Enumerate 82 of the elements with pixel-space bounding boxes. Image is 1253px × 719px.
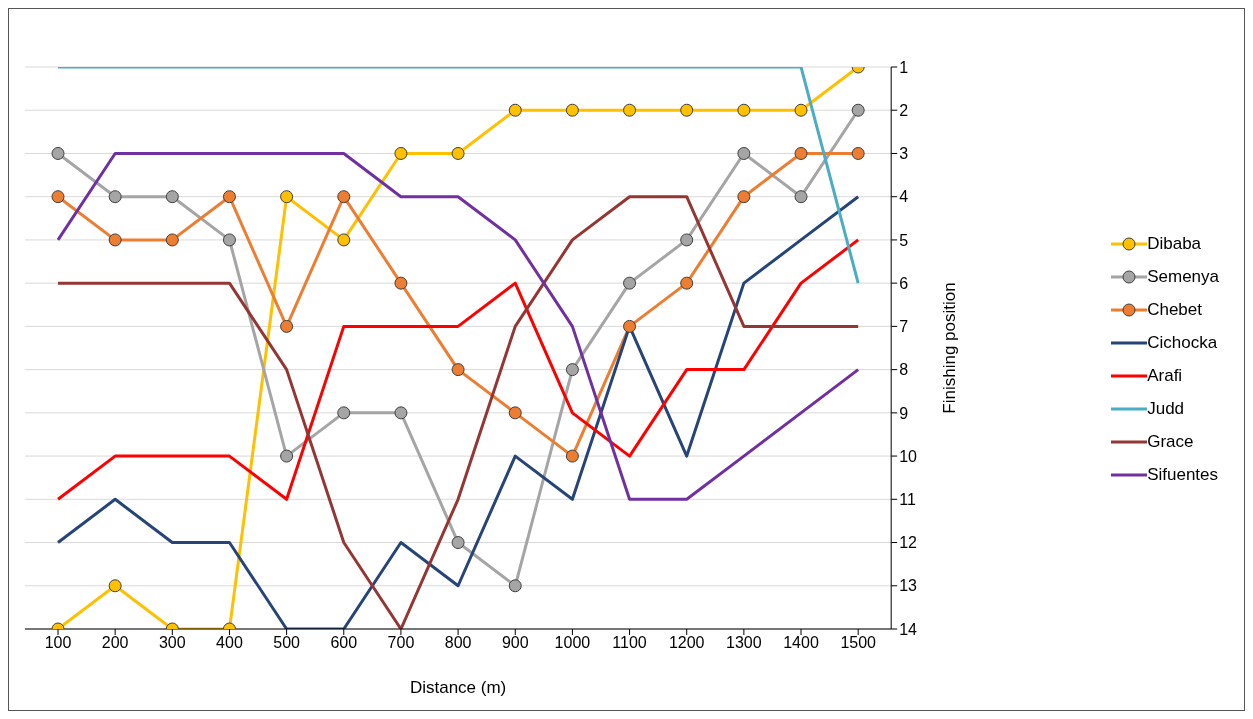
y-axis-title: Finishing position [940,282,960,414]
point [222,190,236,204]
x-tick-label: 900 [501,634,529,652]
point [680,276,694,290]
point [108,579,122,593]
y-tick-label: 6 [899,274,909,292]
point [851,146,865,160]
point [222,233,236,247]
point [51,146,65,160]
y-tick-label: 9 [899,404,909,422]
point [565,103,579,117]
legend-label: Dibaba [1147,233,1202,254]
legend-label: Judd [1147,398,1185,419]
x-tick-label: 1000 [554,634,591,652]
y-tick-label: 2 [899,101,909,119]
y-tick-label: 5 [899,231,909,249]
point [337,190,351,204]
y-tick-label: 13 [899,577,918,595]
x-tick-label: 300 [158,634,186,652]
point [165,190,179,204]
point [794,103,808,117]
y-tick-label: 3 [899,145,909,163]
point [108,233,122,247]
point [108,190,122,204]
point [794,146,808,160]
x-axis-title: Distance (m) [409,678,507,697]
legend-label: Semenya [1147,266,1219,287]
x-tick-label: 600 [330,634,358,652]
point [394,146,408,160]
point [565,449,579,463]
point [623,276,637,290]
x-tick-label: 800 [444,634,472,652]
x-tick-label: 500 [273,634,301,652]
point [737,190,751,204]
x-tick-label: 400 [216,634,243,652]
y-tick-label: 4 [899,188,909,206]
y-tick-label: 1 [899,58,909,76]
legend-label: Cichocka [1147,332,1218,353]
legend-label: Arafi [1147,365,1183,386]
point [680,233,694,247]
point [337,233,351,247]
point [794,190,808,204]
x-tick-label: 700 [387,634,415,652]
legend-label: Grace [1147,431,1194,452]
x-tick-label: 200 [101,634,129,652]
y-tick-label: 14 [899,620,918,638]
point [51,190,65,204]
y-tick-label: 7 [899,318,909,336]
point [280,190,294,204]
point [451,536,465,550]
legend-label: Chebet [1147,299,1202,320]
point [623,103,637,117]
x-tick-label: 1400 [783,634,819,652]
x-tick-label: 1100 [612,634,647,652]
point [565,363,579,377]
y-tick-label: 8 [899,361,909,379]
point [508,406,522,420]
point [451,146,465,160]
legend-label: Sifuentes [1147,464,1219,485]
point [623,319,637,333]
point [165,233,179,247]
line-series [56,195,860,629]
point [737,103,751,117]
y-tick-label: 12 [899,534,918,552]
point [394,406,408,420]
y-tick-label: 10 [899,447,918,465]
point [508,103,522,117]
point [280,319,294,333]
x-tick-label: 100 [44,634,72,652]
point [337,406,351,420]
point [680,103,694,117]
point [280,449,294,463]
x-tick-label: 1200 [668,634,705,652]
x-tick-label: 1500 [840,634,877,652]
line-series [56,238,860,501]
point [851,103,865,117]
y-tick-label: 11 [899,490,916,508]
point [737,146,751,160]
x-tick-label: 1300 [726,634,762,652]
point [508,579,522,593]
point [394,276,408,290]
point [451,363,465,377]
